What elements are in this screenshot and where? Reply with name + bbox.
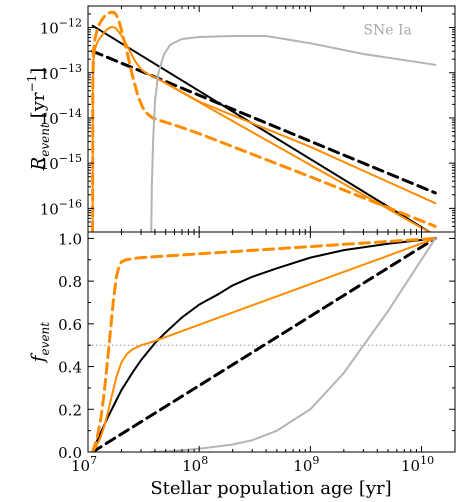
- bottom-y-tick-label: 0.0: [58, 444, 82, 462]
- top-series-group: [91, 10, 437, 232]
- bottom-y-tick-label: 0.2: [58, 401, 82, 419]
- x-axis-label: Stellar population age [yr]: [150, 478, 391, 499]
- bottom-y-tick-label: 0.8: [58, 273, 82, 291]
- top-series-1: [91, 49, 437, 195]
- x-tick-label: 1010: [401, 454, 434, 475]
- top-series-0: [91, 24, 432, 232]
- bottom-series-0: [91, 237, 437, 452]
- top-y-tick-label: 10−15: [40, 152, 82, 173]
- x-tick-label: 107: [71, 454, 97, 475]
- top-y-tick-label: 10−12: [40, 17, 82, 38]
- bottom-y-tick-label: 0.6: [58, 316, 82, 334]
- bottom-series-1: [91, 236, 437, 452]
- top-y-tick-label: 10−14: [40, 107, 82, 128]
- bottom-y-tick-label: 0.4: [58, 359, 82, 377]
- x-tick-label: 109: [293, 454, 319, 475]
- x-tick-label: 108: [182, 454, 208, 475]
- top-series-2: [91, 25, 437, 232]
- bottom-series-group: [91, 236, 437, 452]
- sne-ia-label: SNe Ia: [363, 23, 411, 39]
- bottom-y-axis-label: fevent: [28, 322, 52, 364]
- bottom-panel-frame: [87, 231, 456, 453]
- top-y-tick-label: 10−13: [40, 62, 82, 83]
- bottom-series-2: [91, 237, 437, 452]
- top-y-axis-label: Revent[yr−1]: [25, 68, 52, 172]
- bottom-series-3: [91, 236, 437, 452]
- top-panel-frame: [87, 5, 456, 233]
- bottom-series-4: [150, 237, 437, 452]
- top-series-5: [150, 35, 437, 232]
- top-series-3: [153, 76, 431, 232]
- bottom-y-tick-label: 1.0: [58, 230, 82, 248]
- bottom-panel-plot: 0.0 0.2 0.4 0.6 0.8 1.0 107 108 109 1010: [58, 230, 456, 475]
- top-y-tick-label: 10−16: [40, 197, 82, 218]
- top-series-4: [91, 10, 437, 232]
- top-panel-plot: 10−12 10−13 10−14 10−15 10−16 SNe Ia: [40, 5, 456, 233]
